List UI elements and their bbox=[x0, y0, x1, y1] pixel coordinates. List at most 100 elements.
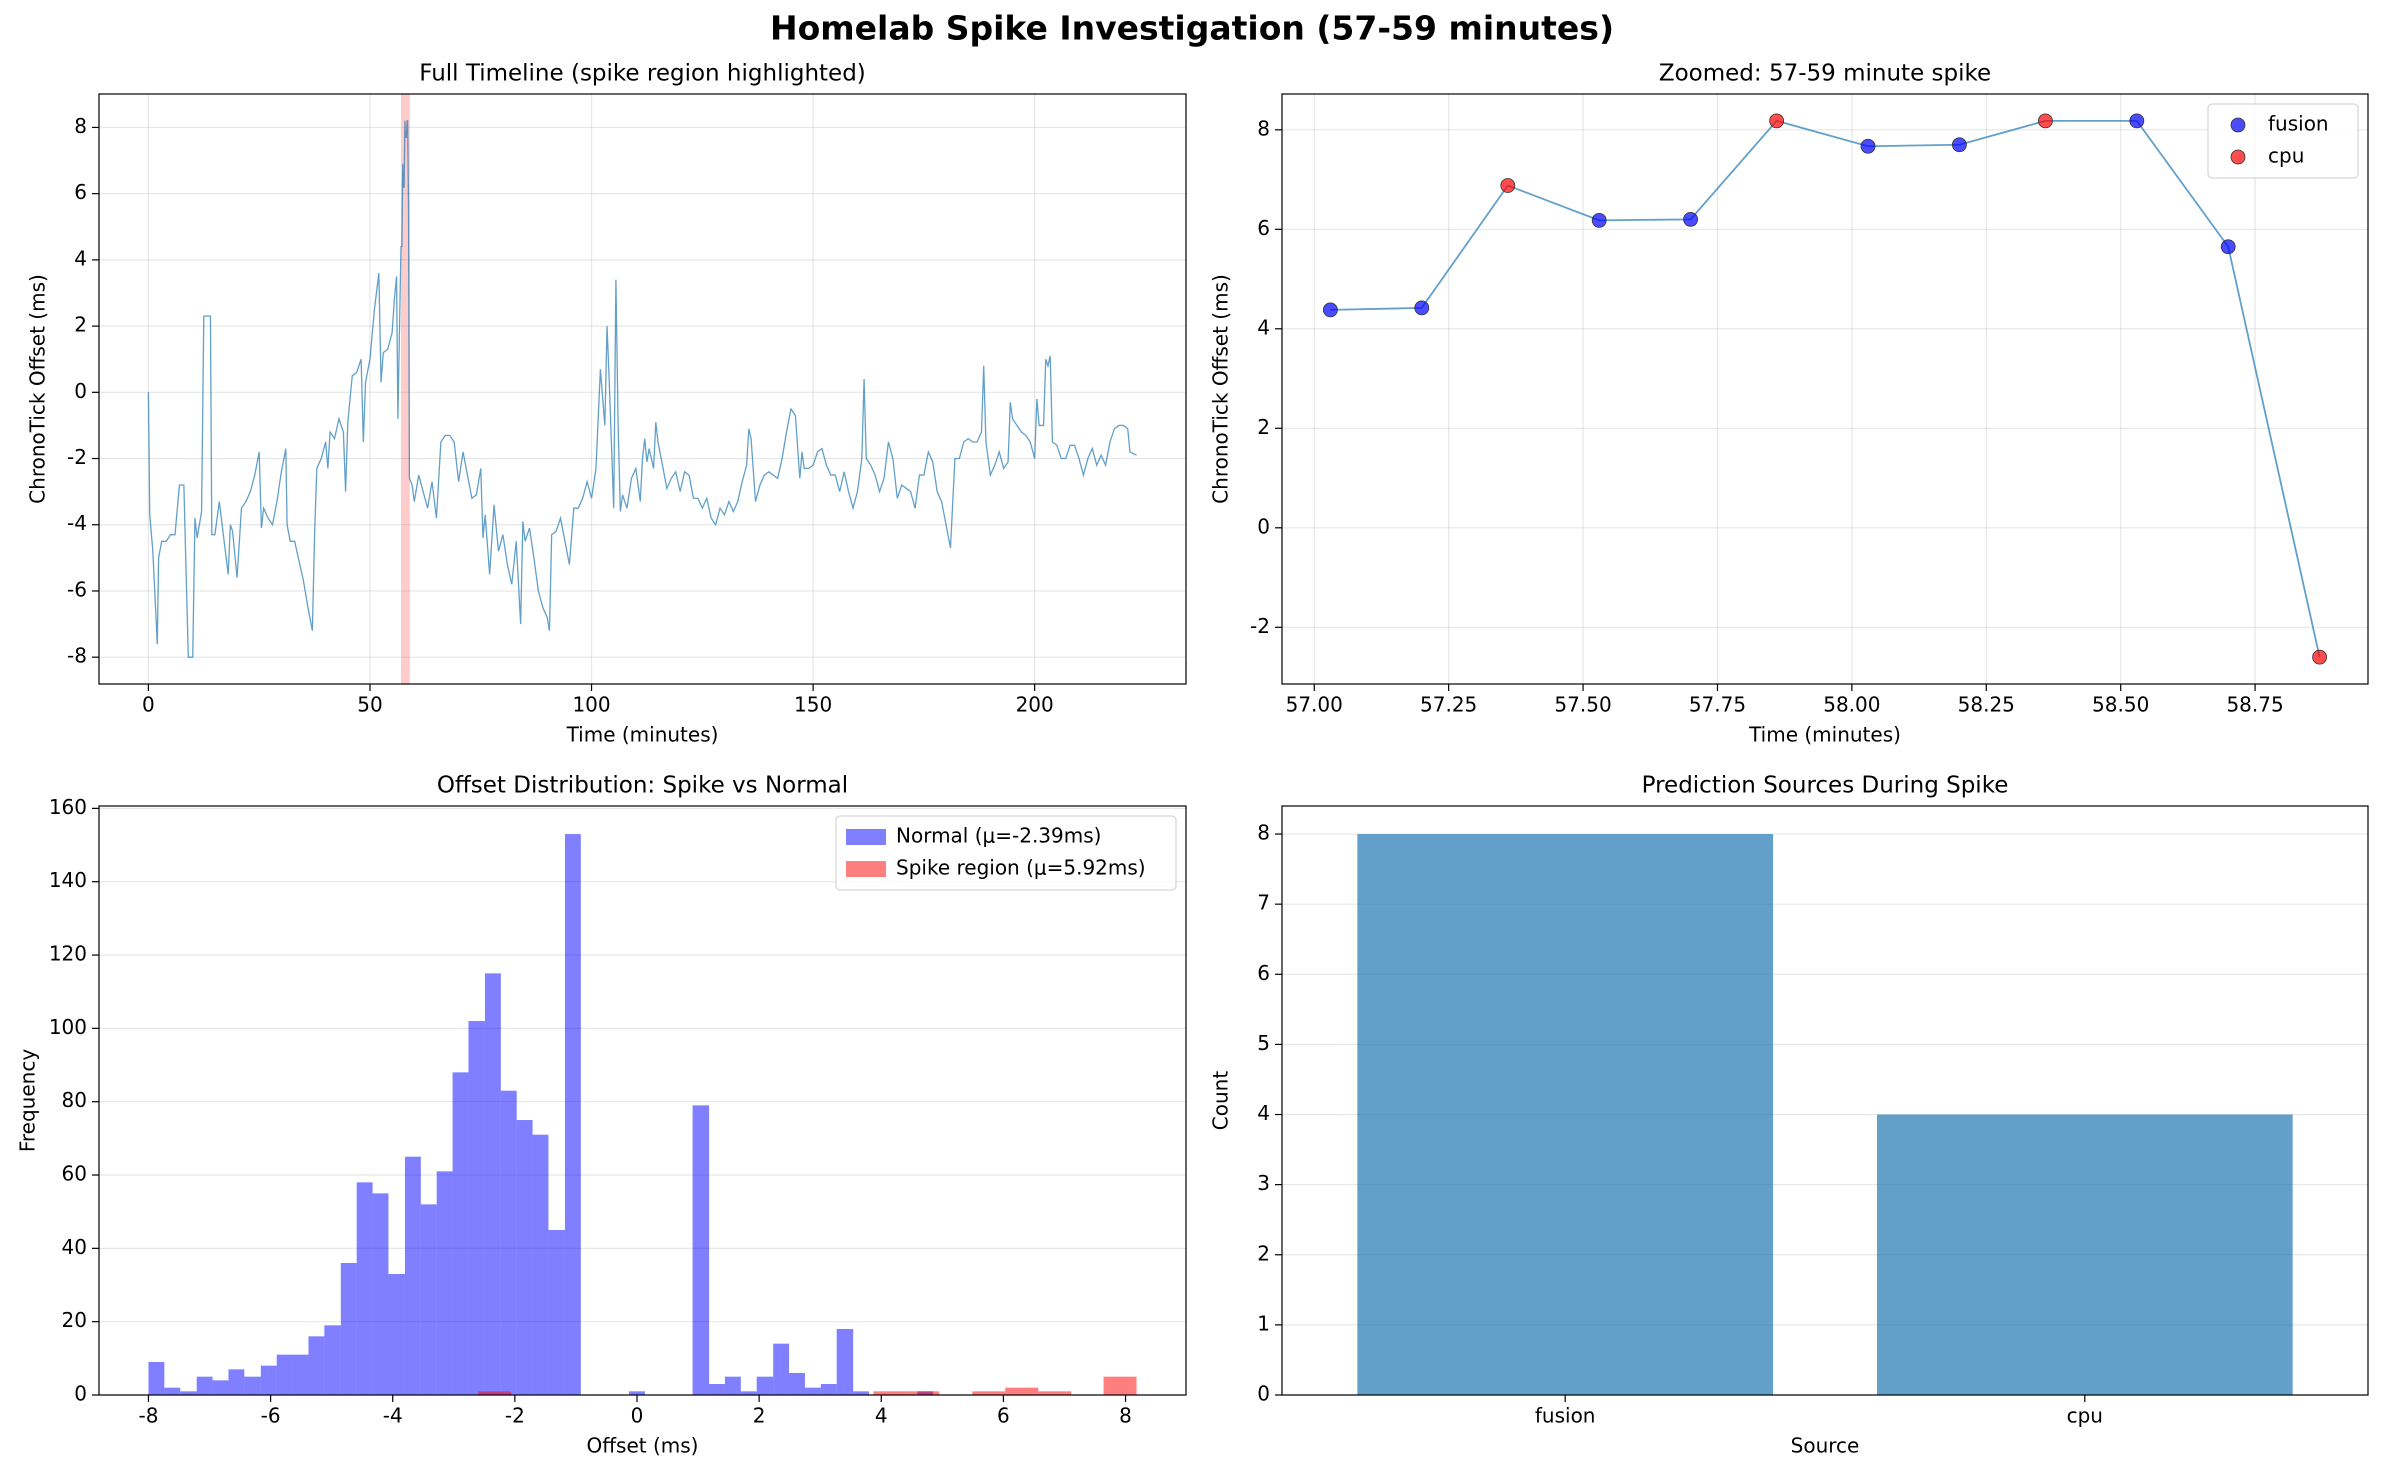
point bbox=[2038, 113, 2053, 129]
point bbox=[1591, 212, 1607, 228]
histogram-bar bbox=[148, 1362, 165, 1395]
histogram-bar bbox=[478, 1391, 512, 1395]
histogram-bar bbox=[773, 1343, 790, 1395]
y-tick-label: -2 bbox=[67, 445, 87, 469]
y-tick-label: 2 bbox=[1257, 1241, 1270, 1265]
histogram-bar bbox=[709, 1384, 725, 1395]
y-tick-label: 6 bbox=[1257, 961, 1270, 985]
histogram-bar bbox=[873, 1391, 907, 1395]
histogram-bar bbox=[356, 1182, 373, 1395]
x-tick-label: 8 bbox=[1119, 1404, 1132, 1428]
legend-marker bbox=[2230, 149, 2246, 165]
figure-title: Homelab Spike Investigation (57-59 minut… bbox=[770, 9, 1614, 48]
histogram-bar bbox=[820, 1384, 837, 1395]
histogram-bar bbox=[500, 1090, 517, 1395]
histogram-bar bbox=[836, 1329, 854, 1395]
x-tick-label: 57.75 bbox=[1689, 693, 1746, 717]
x-tick-label: -2 bbox=[505, 1404, 525, 1428]
x-tick-label: 50 bbox=[357, 693, 382, 717]
histogram-bar bbox=[292, 1354, 309, 1395]
bar bbox=[1876, 1114, 2293, 1395]
legend-box bbox=[835, 815, 1177, 891]
histogram-bar bbox=[228, 1369, 245, 1395]
legend-box bbox=[2207, 103, 2359, 179]
x-tick-label: 0 bbox=[631, 1404, 644, 1428]
x-tick-label: 2 bbox=[753, 1404, 766, 1428]
axes-frame bbox=[98, 805, 1187, 1396]
x-tick-label: 200 bbox=[1016, 693, 1054, 717]
histogram-bar bbox=[972, 1391, 1006, 1395]
y-tick-label: 3 bbox=[1257, 1171, 1270, 1195]
x-tick-label: 58.75 bbox=[2226, 693, 2283, 717]
y-tick-label: 80 bbox=[62, 1088, 87, 1112]
histogram-bar bbox=[804, 1387, 821, 1395]
histogram-bar bbox=[196, 1376, 213, 1395]
histogram-bar bbox=[756, 1376, 774, 1395]
histogram-bar bbox=[1038, 1391, 1072, 1395]
x-tick-label: 58.00 bbox=[1823, 693, 1880, 717]
y-tick-label: 140 bbox=[49, 868, 87, 892]
legend-label: Spike region (μ=5.92ms) bbox=[896, 856, 1146, 880]
histogram-bar bbox=[436, 1171, 453, 1395]
histogram-bar bbox=[1005, 1387, 1039, 1395]
x-tick-label: 150 bbox=[794, 693, 832, 717]
y-tick-label: 60 bbox=[62, 1162, 87, 1186]
legend-swatch bbox=[846, 861, 886, 877]
histogram-bar bbox=[532, 1134, 549, 1395]
zoom-line bbox=[1330, 119, 2321, 658]
legend-label: Normal (μ=-2.39ms) bbox=[896, 824, 1101, 848]
point bbox=[2220, 239, 2236, 255]
y-tick-label: -4 bbox=[67, 511, 87, 535]
histogram-bar bbox=[260, 1365, 277, 1395]
histogram-bar bbox=[308, 1336, 325, 1395]
histogram-bar bbox=[789, 1373, 805, 1395]
y-tick-label: 0 bbox=[1257, 514, 1270, 538]
point bbox=[1500, 178, 1516, 193]
histogram-bar bbox=[244, 1376, 261, 1395]
x-tick-label: 6 bbox=[997, 1404, 1010, 1428]
x-tick-label: 100 bbox=[572, 693, 610, 717]
y-tick-label: 4 bbox=[1257, 315, 1270, 339]
timeline-line bbox=[147, 120, 1137, 658]
point bbox=[2129, 113, 2145, 129]
point bbox=[1683, 211, 1698, 227]
histogram-bar bbox=[180, 1391, 197, 1395]
x-axis-label: Time (minutes) bbox=[1748, 723, 1901, 747]
x-tick-label: 58.25 bbox=[1958, 693, 2015, 717]
y-tick-label: 0 bbox=[74, 379, 87, 403]
legend-label: fusion bbox=[2268, 112, 2329, 136]
legend-marker bbox=[2230, 117, 2246, 133]
x-tick-label: -6 bbox=[261, 1404, 281, 1428]
y-tick-label: 7 bbox=[1257, 891, 1270, 915]
histogram-bar bbox=[164, 1387, 181, 1395]
histogram-bar bbox=[1103, 1376, 1137, 1395]
x-tick-label: 57.00 bbox=[1286, 693, 1343, 717]
histogram-bar bbox=[906, 1391, 940, 1395]
x-tick-label: fusion bbox=[1535, 1404, 1596, 1428]
x-tick-label: 58.50 bbox=[2092, 693, 2149, 717]
y-axis-label: ChronoTick Offset (ms) bbox=[26, 274, 50, 504]
legend-swatch bbox=[846, 829, 886, 845]
x-axis-label: Offset (ms) bbox=[587, 1434, 699, 1458]
histogram-bar bbox=[484, 973, 501, 1395]
x-tick-label: 4 bbox=[875, 1404, 888, 1428]
axes-frame bbox=[1281, 93, 2369, 685]
y-tick-label: 1 bbox=[1257, 1311, 1270, 1335]
x-axis-label: Source bbox=[1791, 1434, 1860, 1458]
histogram-bar bbox=[372, 1193, 389, 1395]
y-axis-label: Frequency bbox=[16, 1049, 40, 1152]
axes-title: Full Timeline (spike region highlighted) bbox=[419, 61, 866, 87]
histogram-bar bbox=[548, 1230, 565, 1395]
y-tick-label: 6 bbox=[1257, 216, 1270, 240]
histogram-bar bbox=[692, 1105, 710, 1395]
y-tick-label: -2 bbox=[1250, 614, 1270, 638]
y-tick-label: 20 bbox=[62, 1308, 87, 1332]
x-tick-label: -8 bbox=[138, 1404, 158, 1428]
point bbox=[1952, 137, 1967, 153]
histogram-bar bbox=[388, 1274, 405, 1395]
histogram-bar bbox=[340, 1263, 357, 1395]
histogram-bar bbox=[404, 1156, 421, 1395]
y-tick-label: 8 bbox=[74, 114, 87, 138]
x-tick-label: -4 bbox=[383, 1404, 403, 1428]
y-tick-label: 0 bbox=[1257, 1382, 1270, 1406]
